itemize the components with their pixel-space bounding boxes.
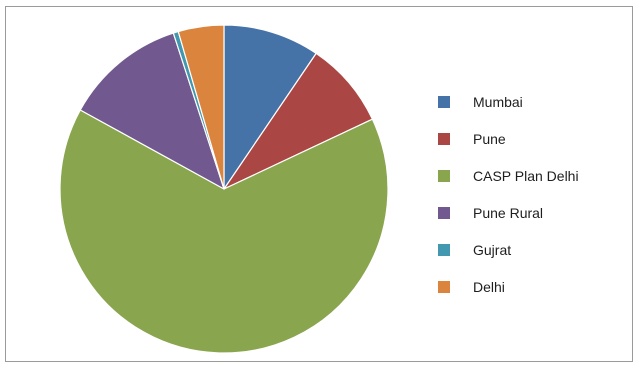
legend-label-delhi: Delhi [473, 279, 505, 295]
legend-label-gujrat: Gujrat [473, 242, 512, 258]
legend-item-pune: Pune [438, 129, 628, 149]
legend-item-delhi: Delhi [438, 277, 628, 297]
legend-item-casp-plan-delhi: CASP Plan Delhi [438, 166, 628, 186]
legend-item-pune-rural: Pune Rural [438, 203, 628, 223]
legend-swatch-mumbai [438, 96, 450, 108]
legend-swatch-pune-rural [438, 207, 450, 219]
legend-item-mumbai: Mumbai [438, 92, 628, 112]
legend-label-pune: Pune [473, 131, 506, 147]
legend-swatch-delhi [438, 281, 450, 293]
legend-swatch-casp-plan-delhi [438, 170, 450, 182]
pie-slice-delhi [177, 24, 225, 190]
legend-label-pune-rural: Pune Rural [473, 205, 544, 221]
pie-slice-pune-rural [79, 32, 225, 190]
legend-item-gujrat: Gujrat [438, 240, 628, 260]
pie-slice-pune [223, 52, 373, 190]
legend-swatch-gujrat [438, 244, 450, 256]
chart-legend: Mumbai Pune CASP Plan Delhi Pune Rural G… [438, 92, 628, 314]
pie-slice-casp-plan-delhi [59, 109, 389, 354]
pie-slice-mumbai [223, 24, 317, 190]
legend-swatch-pune [438, 133, 450, 145]
legend-label-casp-plan-delhi: CASP Plan Delhi [473, 168, 579, 184]
legend-label-mumbai: Mumbai [473, 94, 523, 110]
